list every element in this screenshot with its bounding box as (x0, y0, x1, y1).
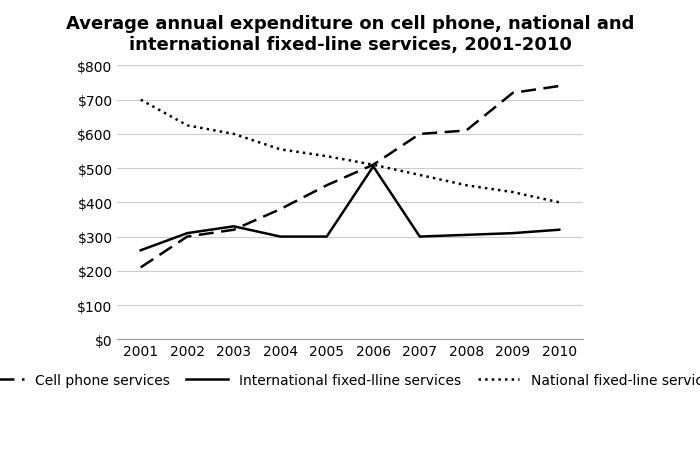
Title: Average annual expenditure on cell phone, national and
international fixed-line : Average annual expenditure on cell phone… (66, 15, 634, 54)
Legend: Cell phone services, International fixed-lline services, National fixed-line ser: Cell phone services, International fixed… (0, 368, 700, 393)
